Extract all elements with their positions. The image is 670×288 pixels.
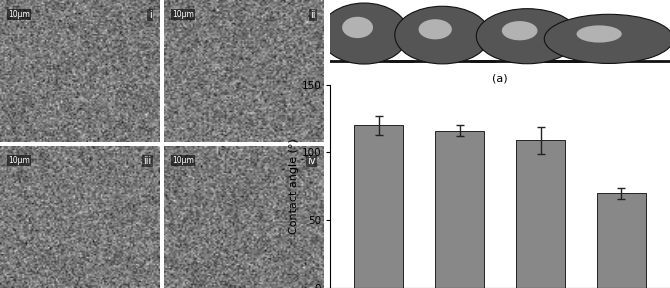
- Ellipse shape: [502, 21, 537, 40]
- Ellipse shape: [395, 6, 490, 64]
- Ellipse shape: [476, 9, 578, 64]
- Text: iii: iii: [143, 156, 151, 166]
- Text: (a): (a): [492, 73, 508, 83]
- Text: 10μm: 10μm: [8, 156, 30, 165]
- Ellipse shape: [342, 17, 373, 38]
- Text: 10μm: 10μm: [172, 10, 194, 19]
- Ellipse shape: [419, 19, 452, 39]
- Bar: [436, 131, 484, 288]
- Ellipse shape: [320, 3, 409, 64]
- Bar: [517, 140, 565, 288]
- Y-axis label: Contact angle (°): Contact angle (°): [289, 139, 299, 234]
- Text: i: i: [149, 10, 151, 20]
- Text: 10μm: 10μm: [172, 156, 194, 165]
- Bar: [597, 193, 646, 288]
- Bar: [354, 125, 403, 288]
- Text: ii: ii: [310, 10, 316, 20]
- Ellipse shape: [544, 14, 670, 63]
- Ellipse shape: [577, 25, 622, 43]
- Text: iv: iv: [307, 156, 316, 166]
- Text: 10μm: 10μm: [8, 10, 30, 19]
